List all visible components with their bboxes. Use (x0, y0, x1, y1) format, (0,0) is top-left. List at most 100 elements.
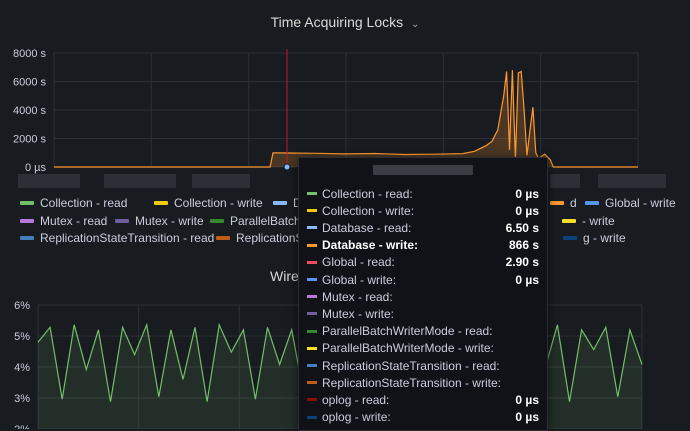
legend-item[interactable]: Collection - read (20, 196, 127, 210)
tooltip-series-value: 0 µs (515, 392, 539, 407)
legend-item[interactable]: - write (562, 214, 615, 228)
legend-swatch (20, 201, 34, 205)
tooltip-series-name: oplog - write: (322, 410, 391, 425)
tooltip-row: Mutex - write: (307, 305, 539, 322)
legend-label: ParallelBatch (230, 214, 301, 228)
legend-swatch (550, 201, 564, 205)
legend-swatch (585, 201, 599, 205)
legend-item[interactable]: ReplicationStateTransition - read (20, 231, 214, 245)
legend-item[interactable]: g - write (563, 231, 626, 245)
legend-swatch (210, 219, 224, 223)
legend-swatch (20, 219, 34, 223)
tooltip-series-name: Mutex - read: (322, 289, 393, 304)
tooltip-series-value: 866 s (508, 238, 539, 253)
tooltip-swatch (307, 295, 317, 299)
tooltip-series-value: 0 µs (515, 410, 539, 425)
y-tick-label: 4000 s (13, 105, 47, 117)
tooltip-series-name: ReplicationStateTransition - write: (322, 375, 501, 390)
tooltip-row: Global - write: 0 µs (307, 271, 539, 288)
legend-swatch (20, 236, 34, 240)
tooltip-series-name: Collection - read: (322, 186, 413, 201)
tooltip-row: Collection - read: 0 µs (307, 185, 539, 202)
tooltip-swatch (307, 209, 317, 213)
y-tick-label: 8000 s (13, 48, 47, 60)
legend-item[interactable]: Global - write (585, 196, 676, 210)
tooltip-swatch (307, 278, 317, 281)
top-chart[interactable]: 0 µs 2000 s 4000 s 6000 s 8000 s (0, 40, 690, 180)
series-line (37, 322, 643, 402)
legend-item[interactable]: ParallelBatch (210, 214, 301, 228)
y-tick-label: 6% (14, 300, 30, 312)
tooltip-row: Collection - write: 0 µs (307, 202, 539, 219)
tooltip-series-value: 0 µs (515, 186, 539, 201)
tooltip-swatch (307, 364, 317, 367)
series-tooltip: Collection - read: 0 µs Collection - write… (298, 157, 548, 431)
tooltip-row: Global - read: 2.90 s (307, 254, 539, 271)
tooltip-row: Database - read: 6.50 s (307, 219, 539, 236)
y-tick-label: 0 µs (25, 162, 47, 174)
tooltip-series-name: Mutex - write: (322, 306, 395, 321)
tooltip-series-name: Database - write: (322, 238, 419, 253)
tooltip-row: ReplicationStateTransition - read: (307, 357, 539, 374)
tooltip-series-name: ParallelBatchWriterMode - read: (322, 324, 493, 339)
y-tick-label: 6000 s (13, 77, 47, 89)
legend-swatch (563, 236, 577, 240)
series-line (54, 70, 638, 168)
legend-item[interactable]: Mutex - write (115, 214, 204, 228)
legend-swatch (562, 219, 576, 223)
legend-label: Global - write (605, 196, 676, 210)
tooltip-timestamp-redacted (373, 165, 473, 175)
tooltip-series-value: 0 µs (515, 272, 539, 287)
legend-label: d (570, 196, 577, 210)
tooltip-row: ParallelBatchWriterMode - read: (307, 323, 539, 340)
legend-swatch (273, 201, 287, 205)
legend-swatch (115, 219, 129, 223)
y-tick-label: 2000 s (13, 134, 47, 146)
tooltip-series-name: ParallelBatchWriterMode - write: (322, 341, 494, 356)
panel-title-wire[interactable]: Wire (270, 268, 299, 284)
panel-title[interactable]: Time Acquiring Locks ⌄ (0, 14, 690, 30)
tooltip-swatch (307, 243, 317, 247)
tooltip-row: Database - write: 866 s (307, 237, 539, 254)
tooltip-swatch (307, 226, 317, 230)
tooltip-series-value: 0 µs (515, 203, 539, 218)
legend-label: Mutex - write (135, 214, 204, 228)
panel-title-text: Time Acquiring Locks (270, 14, 404, 30)
legend-item[interactable]: d (550, 196, 577, 210)
tooltip-series-name: Global - write: (322, 272, 397, 287)
legend-label: ReplicationS (236, 231, 304, 245)
series-area (54, 70, 638, 167)
legend-label: g - write (583, 231, 626, 245)
tooltip-swatch (307, 312, 317, 316)
tooltip-row: ParallelBatchWriterMode - write: (307, 340, 539, 357)
legend-label: Mutex - read (40, 214, 108, 228)
legend-item[interactable]: Collection - write (154, 196, 263, 210)
tooltip-series-value: 2.90 s (505, 255, 539, 270)
tooltip-row: oplog - read: 0 µs (307, 391, 539, 408)
legend-label: - write (582, 214, 615, 228)
tooltip-series-name: Global - read: (322, 255, 395, 270)
chevron-down-icon[interactable]: ⌄ (411, 19, 420, 30)
tooltip-series-name: Database - read: (322, 220, 412, 235)
tooltip-swatch (307, 260, 317, 264)
y-tick-label: 4% (14, 362, 30, 374)
tooltip-series-value: 6.50 s (505, 220, 539, 235)
tooltip-swatch (307, 329, 317, 333)
tooltip-row: oplog - write: 0 µs (307, 409, 539, 426)
tooltip-series-name: oplog - read: (322, 392, 390, 407)
legend-label: ReplicationStateTransition - read (40, 231, 215, 245)
y-tick-label: 5% (14, 331, 30, 343)
legend-item[interactable]: ReplicationS (216, 231, 303, 245)
tooltip-series-name: Collection - write: (322, 203, 415, 218)
legend-label: Collection - read (40, 196, 128, 210)
tooltip-swatch (307, 346, 317, 350)
y-tick-label: 3% (14, 393, 30, 405)
hover-point (283, 163, 291, 171)
tooltip-swatch (307, 398, 317, 402)
legend-label: Collection - write (174, 196, 263, 210)
tooltip-row: ReplicationStateTransition - write: (307, 374, 539, 391)
legend-item[interactable]: Mutex - read (20, 214, 107, 228)
legend-swatch (216, 236, 230, 240)
tooltip-swatch (307, 192, 317, 195)
tooltip-series-name: ReplicationStateTransition - read: (322, 358, 500, 373)
